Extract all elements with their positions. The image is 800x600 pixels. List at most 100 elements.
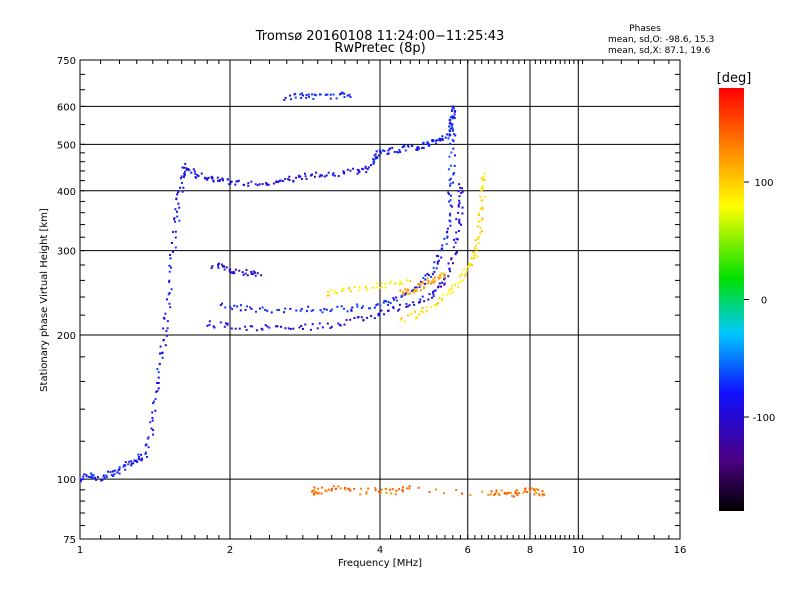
echo-point (361, 168, 364, 171)
echo-point (297, 174, 300, 177)
echo-point (352, 167, 355, 170)
echo-point (482, 176, 485, 179)
echo-point (110, 474, 113, 477)
echo-point (249, 325, 252, 328)
echo-point (147, 446, 150, 449)
echo-point (320, 486, 323, 489)
echo-point (422, 287, 425, 290)
echo-point (183, 170, 186, 173)
echo-point (383, 313, 386, 316)
echo-point (518, 492, 521, 495)
echo-point (476, 237, 479, 240)
echo-point (452, 147, 455, 150)
echo-point (298, 326, 301, 329)
echo-point (218, 180, 221, 183)
echo-point (432, 266, 435, 269)
echo-point (449, 224, 452, 227)
echo-point (185, 168, 188, 171)
echo-point (346, 310, 349, 313)
echo-point (79, 480, 82, 483)
echo-point (236, 305, 239, 308)
echo-point (460, 223, 463, 226)
echo-point (287, 178, 290, 181)
echo-point (480, 188, 483, 191)
echo-point (424, 282, 427, 285)
echo-point (433, 261, 436, 264)
echo-point (236, 180, 239, 183)
echo-point (514, 490, 517, 493)
echo-point (433, 270, 436, 273)
echo-point (300, 308, 303, 311)
echo-point (251, 272, 254, 275)
echo-point (222, 179, 225, 182)
echo-point (430, 275, 433, 278)
echo-point (447, 168, 450, 171)
echo-point (438, 282, 441, 285)
echo-point (373, 306, 376, 309)
echo-point (223, 268, 226, 271)
echo-point (158, 352, 161, 355)
echo-point (406, 290, 409, 293)
echo-point (512, 495, 515, 498)
echo-point (449, 116, 452, 119)
echo-point (324, 489, 327, 492)
echo-point (219, 304, 222, 307)
echo-point (136, 460, 139, 463)
echo-point (427, 142, 430, 145)
echo-point (329, 310, 332, 313)
echo-point (471, 263, 474, 266)
echo-point (193, 170, 196, 173)
echo-point (417, 486, 420, 489)
echo-point (213, 326, 216, 329)
echo-point (412, 289, 415, 292)
echo-point (327, 291, 330, 294)
echo-point (152, 429, 155, 432)
echo-point (234, 268, 237, 271)
echo-point (166, 327, 169, 330)
echo-point (173, 218, 176, 221)
echo-point (480, 186, 483, 189)
echo-point (216, 264, 219, 267)
echo-point (446, 230, 449, 233)
echo-point (332, 93, 335, 96)
echo-point (419, 289, 422, 292)
echo-point (250, 307, 253, 310)
echo-point (294, 92, 297, 95)
echo-point (135, 459, 138, 462)
echo-point (304, 172, 307, 175)
echo-point (403, 145, 406, 148)
echo-point (226, 323, 229, 326)
echo-point (398, 149, 401, 152)
echo-point (481, 179, 484, 182)
echo-point (122, 465, 125, 468)
echo-point (174, 230, 177, 233)
echo-point (292, 179, 295, 182)
echo-point (408, 487, 411, 490)
echo-point (284, 96, 287, 99)
echo-point (411, 145, 414, 148)
echo-point (451, 262, 454, 265)
echo-point (452, 140, 455, 143)
echo-point (234, 327, 237, 330)
echo-point (326, 93, 329, 96)
echo-point (450, 258, 453, 261)
echo-point (235, 180, 238, 183)
echo-point (431, 296, 434, 299)
echo-point (426, 272, 429, 275)
echo-point (168, 292, 171, 295)
echo-point (408, 292, 411, 295)
echo-point (341, 91, 344, 94)
echo-point (340, 92, 343, 95)
echo-point (268, 326, 271, 329)
echo-point (232, 270, 235, 273)
echo-point (247, 184, 250, 187)
colorbar-unit-label: [deg] (717, 71, 752, 86)
echo-point (475, 248, 478, 251)
echo-point (124, 468, 127, 471)
echo-point (178, 206, 181, 209)
echo-point (458, 199, 461, 202)
echo-point (479, 226, 482, 229)
echo-point (458, 195, 461, 198)
echo-point (390, 492, 393, 495)
echo-point (260, 274, 263, 277)
